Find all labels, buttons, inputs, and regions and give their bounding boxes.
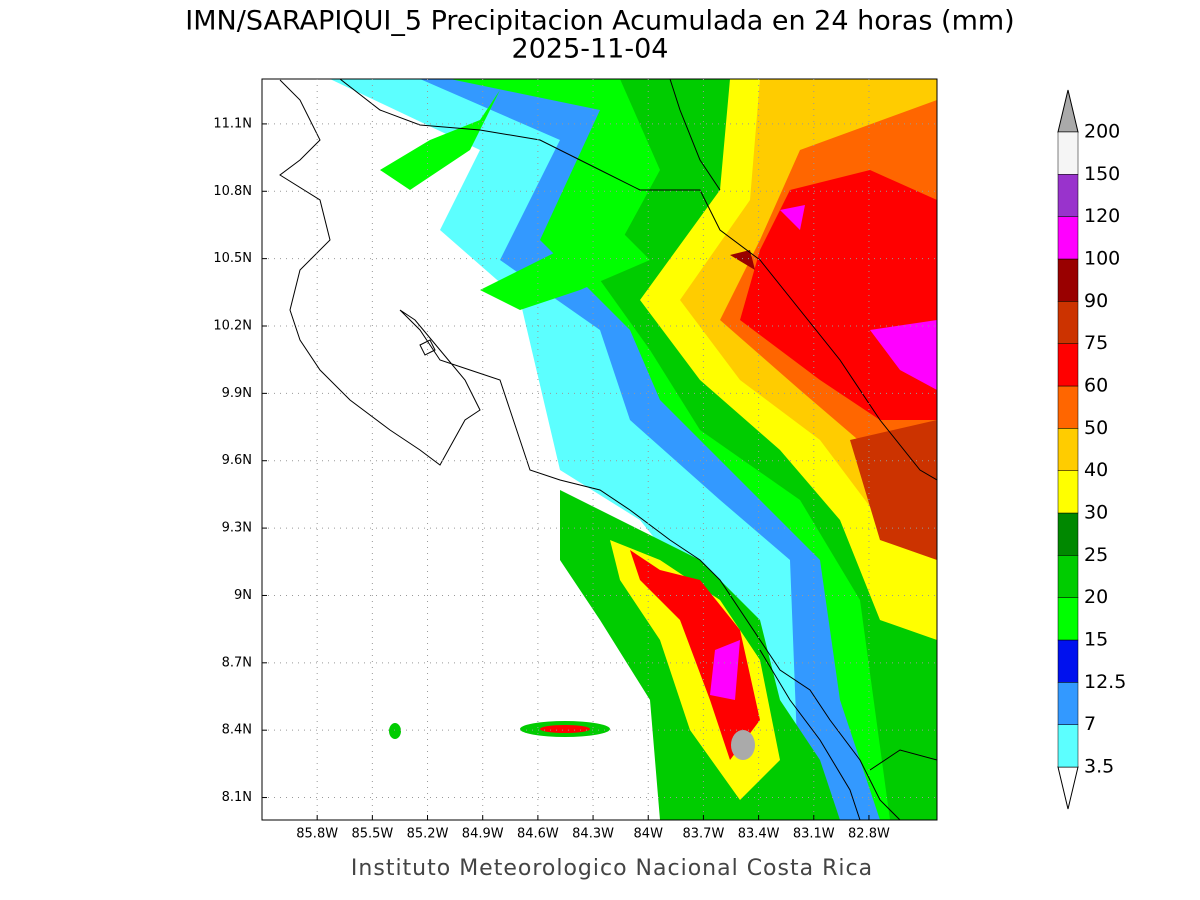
x-tick-label: 82.8W xyxy=(848,827,890,842)
x-tick-label: 83.4W xyxy=(738,827,780,842)
coastline xyxy=(279,79,937,820)
x-tick-label: 83.7W xyxy=(683,827,725,842)
map-frame xyxy=(261,78,938,821)
x-tick-label: 85.2W xyxy=(407,827,449,842)
colorbar-label: 30 xyxy=(1084,502,1108,524)
y-tick-label: 11.1N xyxy=(213,116,252,131)
x-tick-label: 84W xyxy=(634,827,664,842)
colorbar-label: 50 xyxy=(1084,417,1108,439)
colorbar-label: 60 xyxy=(1084,375,1108,397)
colorbar-box xyxy=(1057,343,1079,387)
x-tick-label: 84.3W xyxy=(572,827,614,842)
x-tick-label: 83.1W xyxy=(793,827,835,842)
colorbar-box xyxy=(1057,174,1079,217)
subtitle: 2025-11-04 xyxy=(512,34,669,65)
colorbar-label: 20 xyxy=(1084,586,1108,608)
colorbar-label: 40 xyxy=(1084,459,1108,481)
colorbar-under xyxy=(1057,766,1079,810)
y-tick-label: 8.1N xyxy=(222,790,252,805)
colorbar-label: 150 xyxy=(1084,163,1120,185)
title: IMN/SARAPIQUI_5 Precipitacion Acumulada … xyxy=(185,6,1014,37)
colorbar-box xyxy=(1057,216,1079,260)
y-tick-label: 8.4N xyxy=(222,723,252,738)
colorbar-box xyxy=(1057,470,1079,514)
colorbar-label: 15 xyxy=(1084,629,1108,651)
colorbar-box xyxy=(1057,428,1079,471)
colorbar-box xyxy=(1057,682,1079,725)
colorbar-over xyxy=(1057,89,1079,133)
y-tick-label: 10.5N xyxy=(213,251,252,266)
colorbar-label: 3.5 xyxy=(1084,756,1114,778)
colorbar-box xyxy=(1057,512,1079,556)
y-tick-label: 9.6N xyxy=(222,453,252,468)
y-tick-label: 9.9N xyxy=(222,386,252,401)
colorbar-label: 200 xyxy=(1084,121,1120,143)
precip-field xyxy=(330,79,937,820)
x-tick-label: 84.9W xyxy=(462,827,504,842)
y-tick-label: 10.8N xyxy=(213,184,252,199)
colorbar-box xyxy=(1057,301,1079,344)
y-tick-label: 10.2N xyxy=(213,319,252,334)
y-tick-label: 9.3N xyxy=(222,521,252,536)
colorbar-box xyxy=(1057,131,1079,175)
y-tick-label: 9N xyxy=(234,588,252,603)
x-tick-label: 84.6W xyxy=(517,827,559,842)
x-tick-label: 85.8W xyxy=(296,827,338,842)
colorbar-box xyxy=(1057,639,1079,683)
colorbar-box xyxy=(1057,724,1079,768)
colorbar-label: 100 xyxy=(1084,248,1120,270)
colorbar-box xyxy=(1057,597,1079,641)
colorbar-box xyxy=(1057,258,1079,302)
colorbar-label: 120 xyxy=(1084,205,1120,227)
colorbar-label: 25 xyxy=(1084,544,1108,566)
colorbar-label: 12.5 xyxy=(1084,671,1126,693)
colorbar-label: 75 xyxy=(1084,332,1108,354)
y-tick-label: 8.7N xyxy=(222,655,252,670)
colorbar-box xyxy=(1057,555,1079,598)
colorbar-label: 7 xyxy=(1084,713,1096,735)
colorbar-box xyxy=(1057,385,1079,429)
colorbar-label: 90 xyxy=(1084,290,1108,312)
x-tick-label: 85.5W xyxy=(351,827,393,842)
footer: Instituto Meteorologico Nacional Costa R… xyxy=(351,856,873,881)
